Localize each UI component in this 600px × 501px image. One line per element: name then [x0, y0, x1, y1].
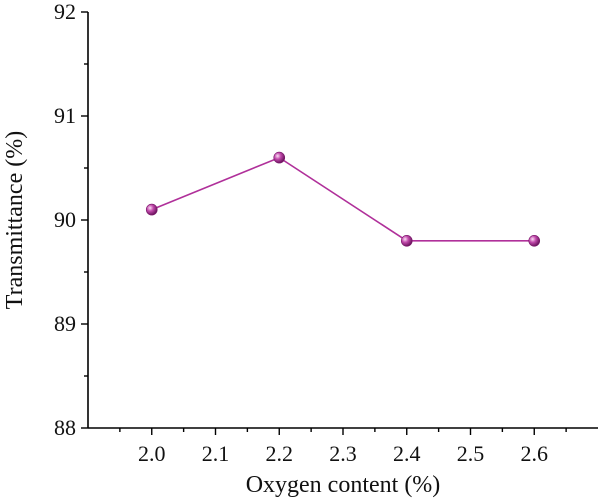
- y-tick-label: 92: [54, 0, 76, 24]
- x-tick-label: 2.2: [266, 441, 294, 466]
- y-tick-label: 90: [54, 207, 76, 232]
- y-axis-ticks: 88 89 90 91 92: [54, 0, 88, 440]
- x-tick-label: 2.1: [202, 441, 230, 466]
- x-axis-title: Oxygen content (%): [246, 472, 441, 498]
- x-tick-label: 2.5: [457, 441, 485, 466]
- x-tick-label: 2.0: [138, 441, 166, 466]
- y-axis-title: Transmittance (%): [2, 131, 28, 309]
- x-axis-ticks: 2.0 2.1 2.2 2.3 2.4 2.5 2.6: [119, 428, 567, 466]
- data-point: [273, 151, 286, 164]
- data-point: [400, 235, 413, 247]
- data-point: [145, 203, 158, 216]
- data-series: [145, 151, 541, 247]
- plot-frame: [87, 12, 598, 429]
- series-line: [151, 156, 535, 242]
- y-tick-label: 88: [54, 415, 76, 440]
- x-tick-label: 2.6: [521, 441, 549, 466]
- x-tick-label: 2.4: [393, 441, 421, 466]
- y-tick-label: 91: [54, 103, 76, 128]
- y-tick-label: 89: [54, 311, 76, 336]
- data-point: [528, 235, 541, 247]
- x-tick-label: 2.3: [329, 441, 357, 466]
